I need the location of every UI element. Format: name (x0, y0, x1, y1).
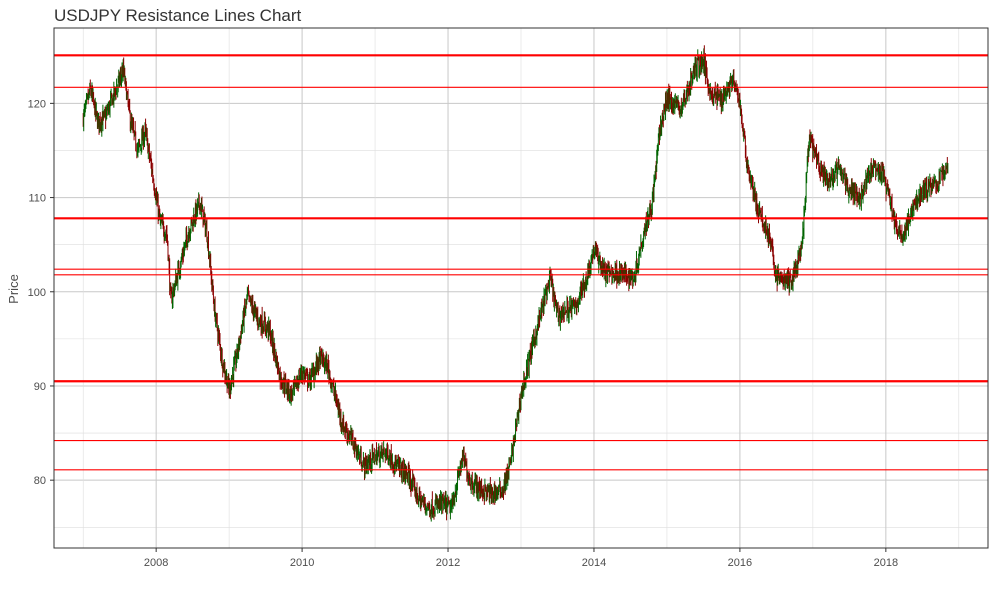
y-tick-label: 100 (28, 287, 46, 299)
y-tick-label: 80 (34, 475, 46, 487)
chart-title: USDJPY Resistance Lines Chart (54, 6, 302, 25)
x-tick-label: 2010 (290, 557, 314, 569)
y-tick-label: 90 (34, 381, 46, 393)
x-axis-ticks: 2008 2010 2012 2014 2016 2018 (144, 548, 898, 569)
x-tick-label: 2008 (144, 557, 168, 569)
y-axis-ticks: 80 90 100 110 120 (28, 98, 54, 487)
x-tick-label: 2016 (728, 557, 752, 569)
y-axis-label: Price (6, 274, 21, 304)
x-tick-label: 2018 (874, 557, 898, 569)
y-tick-label: 110 (28, 193, 46, 205)
x-tick-label: 2014 (582, 557, 606, 569)
resistance-lines (54, 54, 988, 471)
x-tick-label: 2012 (436, 557, 460, 569)
plot-frame (53, 27, 989, 549)
candles (82, 45, 949, 522)
y-tick-label: 120 (28, 98, 46, 110)
